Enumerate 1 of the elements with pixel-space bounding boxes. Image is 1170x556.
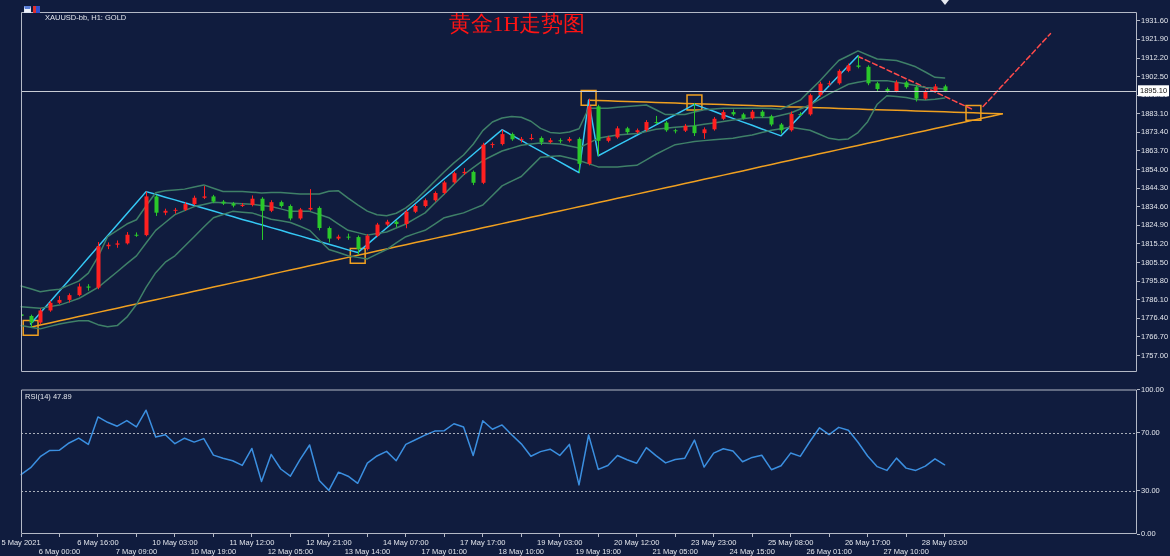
chart-title: 黄金1H走势图 — [448, 10, 586, 36]
